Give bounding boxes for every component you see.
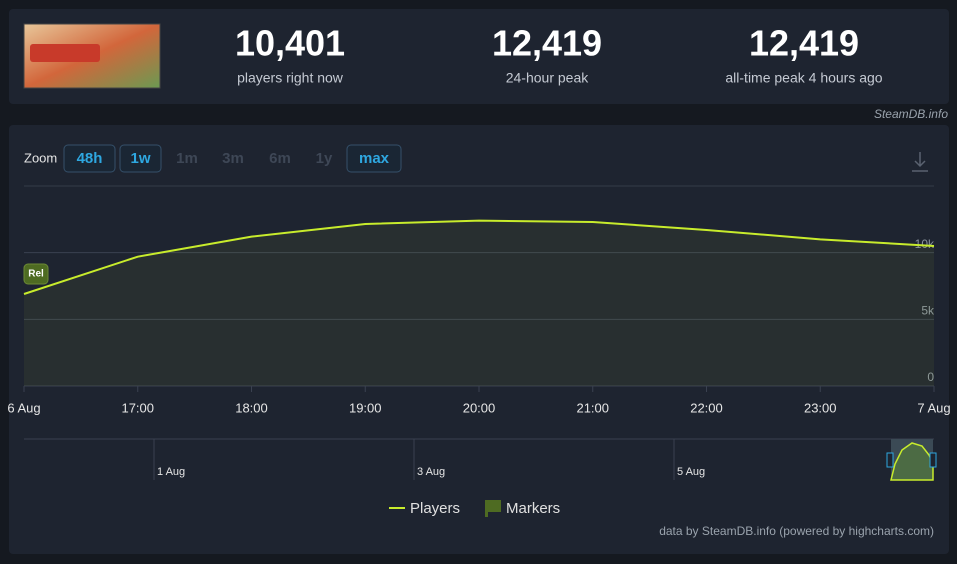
stat-value: 12,419 (749, 23, 859, 64)
legend-label[interactable]: Players (410, 500, 460, 517)
flag[interactable] (23, 263, 49, 285)
stat-label: players right now (237, 70, 344, 86)
credits[interactable]: data by SteamDB.info (powered by highcha… (659, 524, 934, 538)
stat-value: 12,419 (492, 23, 602, 64)
x-tick-label: 23:00 (804, 400, 837, 415)
zoom-button-label[interactable]: 1m (176, 150, 198, 167)
stat-label: all-time peak 4 hours ago (725, 70, 882, 86)
zoom-button[interactable] (119, 144, 162, 173)
navigator-label: 1 Aug (157, 466, 185, 478)
x-tick-label: 7 Aug (917, 400, 950, 415)
x-tick-label: 22:00 (690, 400, 723, 415)
zoom-button-label[interactable]: 3m (222, 150, 244, 167)
zoom-button-label[interactable]: 48h (77, 150, 103, 167)
zoom-button[interactable] (346, 144, 402, 173)
flag-label[interactable]: Rel (28, 269, 44, 280)
game-logo (30, 44, 100, 62)
x-tick-label: 18:00 (235, 400, 268, 415)
legend-symbol[interactable] (485, 500, 501, 517)
navigator-handle[interactable] (886, 452, 894, 468)
x-tick-label: 19:00 (349, 400, 382, 415)
x-tick-label: 21:00 (576, 400, 609, 415)
x-tick-label: 17:00 (121, 400, 154, 415)
chart-panel (9, 125, 949, 554)
y-tick-label: 0 (927, 370, 934, 384)
stats-panel (9, 9, 949, 104)
y-tick-label: 10k (915, 237, 935, 251)
navigator-series (890, 442, 934, 481)
x-tick-label: 6 Aug (7, 400, 40, 415)
zoom-button-label[interactable]: 1w (130, 150, 150, 167)
zoom-button-label[interactable]: 6m (269, 150, 291, 167)
stat-value: 10,401 (235, 23, 345, 64)
navigator-label: 5 Aug (677, 466, 705, 478)
zoom-button[interactable] (63, 144, 116, 173)
x-tick-label: 20:00 (463, 400, 496, 415)
series-area (24, 220, 934, 386)
stat-label: 24-hour peak (506, 70, 590, 86)
source[interactable]: SteamDB.info (874, 107, 948, 121)
y-tick-label: 5k (921, 304, 935, 318)
download-icon[interactable] (912, 152, 928, 172)
series-line (23, 219, 935, 295)
zoom-label: Zoom (24, 150, 57, 165)
zoom-button-label[interactable]: max (359, 150, 390, 167)
zoom-button-label[interactable]: 1y (316, 150, 333, 167)
legend-label[interactable]: Markers (506, 500, 560, 517)
navigator-handle[interactable] (929, 452, 937, 468)
navigator-label: 3 Aug (417, 466, 445, 478)
